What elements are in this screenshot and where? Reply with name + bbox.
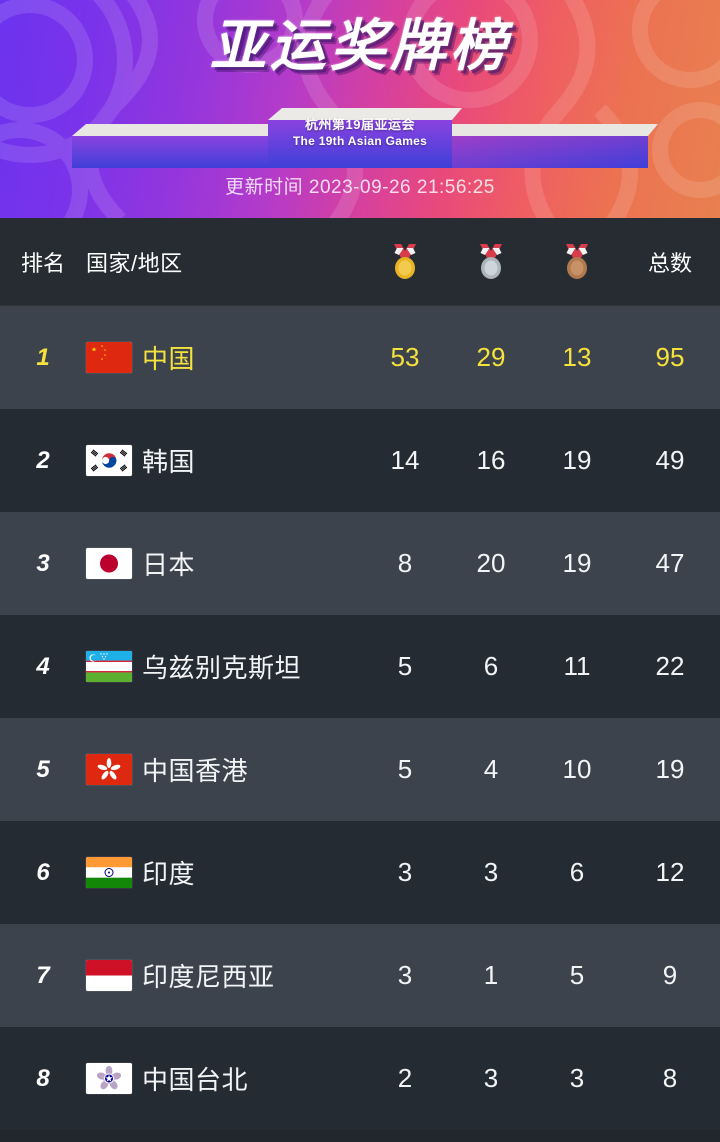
row-gold-count: 53	[390, 342, 420, 372]
table-row[interactable]: 3 日本 8 20 19 47	[0, 512, 720, 615]
medal-table: 排名 国家/地区	[0, 218, 720, 1130]
row-total-count: 49	[655, 445, 685, 475]
table-header-row: 排名 国家/地区	[0, 218, 720, 306]
row-rank: 3	[36, 549, 50, 577]
page-banner: 亚运奖牌榜	[0, 0, 720, 218]
country-name: 印度尼西亚	[142, 962, 275, 992]
row-gold-count: 3	[397, 960, 413, 990]
column-header-rank: 排名	[20, 250, 65, 276]
row-gold-count: 14	[390, 445, 420, 475]
flag-icon	[86, 548, 132, 579]
row-country: 日本	[86, 545, 362, 582]
row-country: 印度尼西亚	[86, 957, 362, 994]
row-gold-count: 5	[397, 754, 413, 784]
row-bronze-count: 10	[562, 754, 592, 784]
row-silver-count: 29	[476, 342, 506, 372]
row-silver-count: 16	[476, 445, 506, 475]
row-total-count: 95	[655, 342, 685, 372]
row-country: 印度	[86, 854, 362, 891]
table-row[interactable]: 5 中国香港 5 4 10 19	[0, 718, 720, 821]
flag-icon	[86, 342, 132, 373]
country-name: 印度	[142, 859, 196, 889]
country-name: 乌兹别克斯坦	[142, 653, 302, 683]
row-bronze-count: 19	[562, 548, 592, 578]
row-rank: 5	[36, 755, 50, 783]
column-header-silver	[448, 242, 534, 282]
row-total-count: 19	[655, 754, 685, 784]
row-country: 中国香港	[86, 751, 362, 788]
bronze-medal-icon	[560, 242, 594, 282]
silver-medal-icon	[474, 242, 508, 282]
table-row[interactable]: 7 印度尼西亚 3 1 5 9	[0, 924, 720, 1027]
row-rank: 7	[36, 961, 50, 989]
row-total-count: 9	[662, 960, 678, 990]
row-rank: 1	[36, 343, 50, 371]
country-name: 中国香港	[142, 756, 249, 786]
column-header-gold	[362, 242, 448, 282]
row-rank: 4	[36, 652, 50, 680]
row-gold-count: 3	[397, 857, 413, 887]
flag-icon	[86, 651, 132, 682]
row-bronze-count: 11	[563, 651, 591, 681]
table-row[interactable]: 4 乌兹别克斯坦 5 6 11 22	[0, 615, 720, 718]
column-header-country: 国家/地区	[86, 250, 183, 276]
flag-icon	[86, 445, 132, 476]
row-total-count: 8	[662, 1063, 678, 1093]
row-total-count: 22	[655, 651, 685, 681]
update-time: 更新时间 2023-09-26 21:56:25	[225, 177, 495, 198]
row-country: 中国台北	[86, 1060, 362, 1097]
row-gold-count: 2	[397, 1063, 413, 1093]
podium-label: 杭州第19届亚运会 The 19th Asian Games	[0, 116, 720, 149]
row-rank: 8	[36, 1064, 50, 1092]
podium-label-en: The 19th Asian Games	[292, 134, 428, 148]
row-gold-count: 5	[397, 651, 413, 681]
row-bronze-count: 3	[569, 1063, 585, 1093]
flag-icon	[86, 857, 132, 888]
row-bronze-count: 19	[562, 445, 592, 475]
row-country: 中国	[86, 339, 362, 376]
row-rank: 2	[36, 446, 50, 474]
flag-icon	[86, 754, 132, 785]
page-title: 亚运奖牌榜	[210, 14, 510, 77]
row-silver-count: 1	[483, 960, 499, 990]
flag-icon	[86, 1063, 132, 1094]
row-silver-count: 3	[483, 1063, 499, 1093]
row-silver-count: 6	[483, 651, 499, 681]
podium-label-cn: 杭州第19届亚运会	[305, 117, 415, 132]
row-country: 韩国	[86, 442, 362, 479]
row-total-count: 47	[655, 548, 685, 578]
row-silver-count: 3	[483, 857, 499, 887]
country-name: 中国台北	[142, 1065, 249, 1095]
table-row[interactable]: 6 印度 3 3 6 12	[0, 821, 720, 924]
column-header-bronze	[534, 242, 620, 282]
row-rank: 6	[36, 858, 50, 886]
row-silver-count: 4	[483, 754, 499, 784]
table-body: 1 中国 53 29 13 95 2 韩国 1	[0, 306, 720, 1130]
row-total-count: 12	[655, 857, 685, 887]
row-gold-count: 8	[397, 548, 413, 578]
table-row[interactable]: 2 韩国 14 16 19 49	[0, 409, 720, 512]
table-row[interactable]: 8 中国台北 2 3 3 8	[0, 1027, 720, 1130]
flag-icon	[86, 960, 132, 991]
gold-medal-icon	[388, 242, 422, 282]
table-row[interactable]: 1 中国 53 29 13 95	[0, 306, 720, 409]
country-name: 韩国	[142, 447, 196, 477]
row-bronze-count: 6	[569, 857, 585, 887]
podium-graphic	[0, 106, 720, 168]
country-name: 中国	[142, 344, 196, 374]
row-country: 乌兹别克斯坦	[86, 648, 362, 685]
row-bronze-count: 13	[562, 342, 592, 372]
row-silver-count: 20	[476, 548, 506, 578]
country-name: 日本	[142, 550, 196, 580]
row-bronze-count: 5	[569, 960, 585, 990]
column-header-total: 总数	[647, 250, 692, 276]
